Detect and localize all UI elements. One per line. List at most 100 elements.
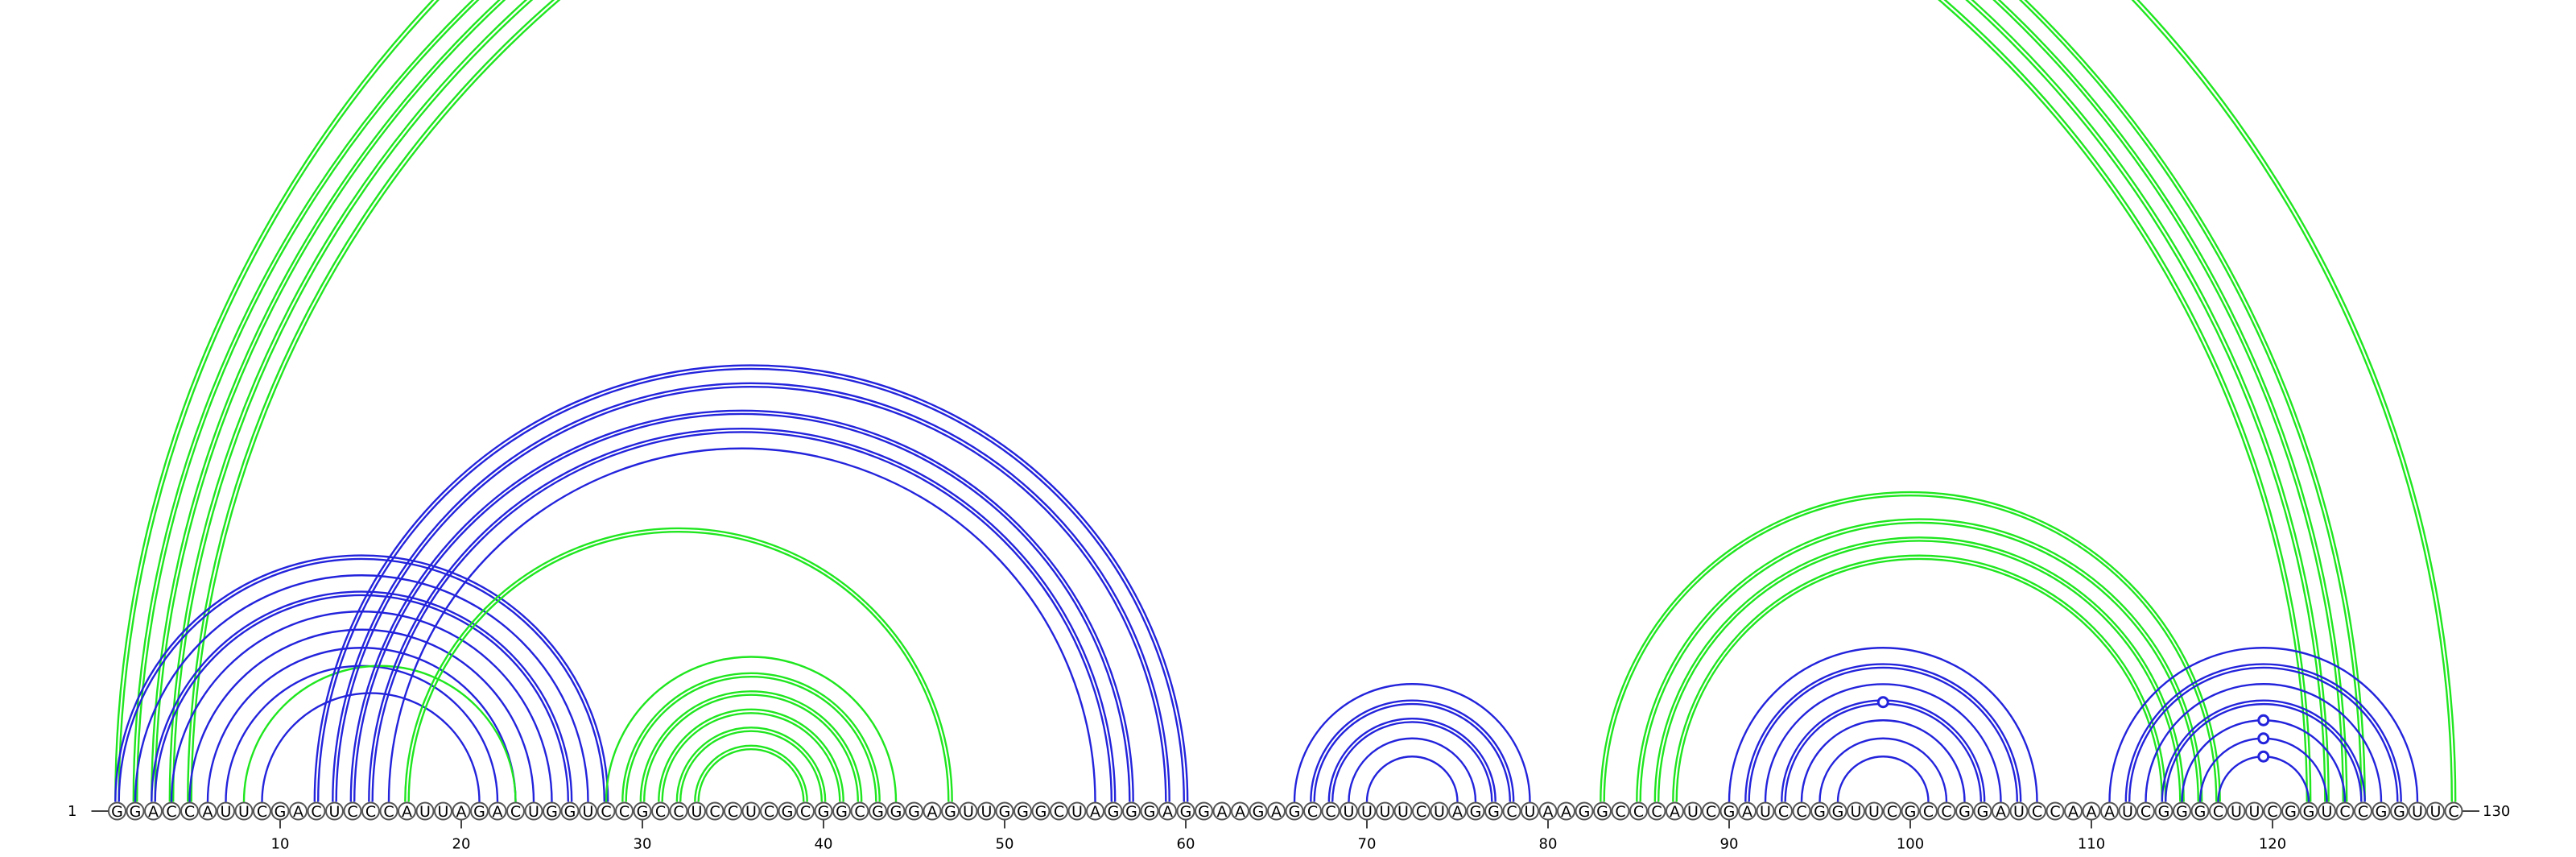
sequence-start-label: 1 — [68, 803, 76, 820]
tick-label-50: 50 — [996, 836, 1014, 853]
nucleotide-circle — [1393, 801, 1413, 821]
nucleotide-128: U — [2408, 801, 2427, 821]
nucleotide-circle — [1593, 801, 1612, 821]
nucleotide-circle — [398, 801, 416, 821]
nucleotide-letter: G — [1180, 803, 1192, 821]
nucleotide-92: U — [1756, 801, 1775, 821]
nucleotide-circle — [2444, 801, 2463, 821]
nucleotide-circle — [905, 801, 923, 821]
nucleotide-circle — [724, 801, 742, 821]
nucleotide-circle — [1666, 801, 1684, 821]
nucleotide-circle — [524, 801, 543, 821]
nucleotide-letter: A — [927, 803, 938, 821]
nucleotide-letter: U — [2122, 803, 2133, 821]
nucleotide-87: A — [1666, 801, 1684, 821]
nucleotide-circle — [1719, 801, 1739, 821]
nucleotide-letter: C — [854, 803, 865, 821]
base-pair-arc-93-104-line-2 — [1781, 699, 1986, 802]
base-pair-arc-29-43-line-2 — [621, 672, 881, 802]
nucleotide-105: A — [1992, 801, 2010, 821]
nucleotide-circle — [180, 801, 199, 821]
base-pair-arc-70-75 — [1365, 756, 1459, 802]
position-ticks: 10 20 30 40 50 60 70 80 90 100 110 120 — [271, 820, 2286, 853]
nucleotide-25: G — [543, 801, 561, 821]
nucleotide-letter: U — [2412, 803, 2423, 821]
nucleotide-circle — [2390, 801, 2409, 821]
tick-label-100: 100 — [1897, 836, 1924, 853]
nucleotide-99: C — [1883, 801, 1901, 821]
base-pair-arc-1-28-line-1 — [118, 557, 605, 802]
sequence-end-label: 130 — [2483, 803, 2510, 820]
base-pair-arc-85-116-line-2 — [1636, 518, 2203, 802]
base-pair-arc-87-114-line-1 — [1675, 557, 2163, 802]
nucleotide-122: G — [2299, 801, 2318, 821]
nucleotide-letter: U — [1434, 803, 1445, 821]
nucleotide-circle — [1774, 801, 1793, 821]
nucleotide-circle — [1285, 801, 1304, 821]
nucleotide-121: G — [2281, 801, 2300, 821]
nucleotide-110: A — [2082, 801, 2101, 821]
base-pair-arc-86-115-line-2 — [1653, 536, 2185, 802]
nucleotide-45: G — [905, 801, 923, 821]
base-pair-arc-32-40-line-1 — [679, 730, 823, 802]
nucleotide-letter: G — [1905, 803, 1917, 821]
nucleotide-letter: C — [1778, 803, 1789, 821]
base-pair-arc-3-124-line-2 — [151, 0, 2348, 802]
nucleotide-letter: A — [148, 803, 159, 821]
nucleotide-letter: U — [1851, 803, 1862, 821]
nucleotide-circle — [434, 801, 452, 821]
nucleotide-letter: C — [673, 803, 683, 821]
nucleotide-letter: G — [1579, 803, 1591, 821]
nucleotide-letter: C — [383, 803, 394, 821]
tick-label-80: 80 — [1539, 836, 1558, 853]
nucleotide-circle — [1340, 801, 1358, 821]
nucleotide-letter: C — [1325, 803, 1335, 821]
nucleotide-19: U — [434, 801, 452, 821]
nucleotide-38: G — [778, 801, 797, 821]
nucleotide-circle — [198, 801, 217, 821]
nucleotide-letter: G — [1289, 803, 1301, 821]
nucleotide-letter: C — [1054, 803, 1064, 821]
nucleotide-letter: C — [2032, 803, 2042, 821]
tick-label-120: 120 — [2259, 836, 2286, 853]
nucleotide-circle — [1955, 801, 1974, 821]
arc-apex-marker-5 — [2257, 750, 2270, 763]
nucleotide-letter: U — [691, 803, 703, 821]
nucleotide-circle — [1086, 801, 1104, 821]
base-pair-arc-5-122-line-1 — [190, 0, 2308, 802]
nucleotide-circle — [488, 801, 507, 821]
nucleotide-letter: C — [2339, 803, 2350, 821]
base-pair-arc-5-122-line-2 — [187, 0, 2312, 802]
nucleotide-11: A — [289, 801, 308, 821]
nucleotide-circle — [289, 801, 308, 821]
nucleotide-letter: U — [963, 803, 974, 821]
nucleotide-letter: G — [2176, 803, 2188, 821]
nucleotide-74: U — [1430, 801, 1449, 821]
nucleotide-125: C — [2354, 801, 2372, 821]
base-pair-arc-12-60-line-1 — [317, 367, 1185, 802]
nucleotide-circle — [2009, 801, 2029, 821]
nucleotide-29: C — [615, 801, 634, 821]
nucleotide-circle — [325, 801, 344, 821]
nucleotide-98: U — [1864, 801, 1884, 821]
nucleotide-64: G — [1249, 801, 1268, 821]
nucleotide-circle — [941, 801, 960, 821]
nucleotide-letter: G — [782, 803, 794, 821]
nucleotide-circle — [1864, 801, 1884, 821]
nucleotide-letter: U — [2231, 803, 2242, 821]
nucleotide-circle — [633, 801, 652, 821]
nucleotide-letter: U — [2430, 803, 2442, 821]
nucleotide-120: C — [2263, 801, 2282, 821]
nucleotide-26: G — [560, 801, 580, 821]
nucleotide-circle — [2100, 801, 2119, 821]
nucleotide-circle — [2118, 801, 2137, 821]
nucleotide-82: G — [1575, 801, 1594, 821]
nucleotide-letter: C — [619, 803, 630, 821]
base-pair-arc-30-42-line-2 — [639, 690, 863, 802]
nucleotide-circle — [615, 801, 634, 821]
base-pair-arc-28-44 — [605, 656, 898, 802]
nucleotide-letter: G — [1488, 803, 1500, 821]
nucleotide-circle — [1321, 801, 1340, 821]
nucleotide-32: C — [669, 801, 688, 821]
